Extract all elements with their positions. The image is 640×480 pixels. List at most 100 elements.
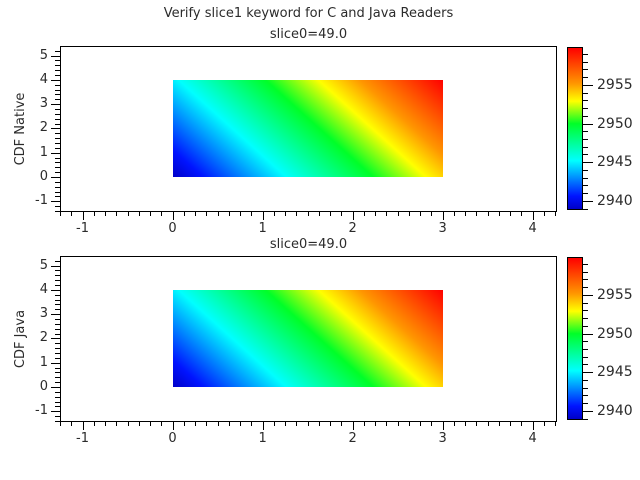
x-tick-label: 4 bbox=[528, 431, 537, 446]
colorbar bbox=[567, 47, 583, 210]
y-minor-tick bbox=[55, 118, 60, 120]
colorbar-minor-tick bbox=[583, 69, 588, 71]
x-major-tick bbox=[532, 422, 534, 430]
x-tick-label: 1 bbox=[258, 431, 267, 446]
y-minor-tick bbox=[55, 113, 60, 115]
colorbar-minor-tick bbox=[583, 146, 588, 148]
x-minor-tick bbox=[521, 422, 523, 426]
x-minor-tick bbox=[318, 212, 320, 216]
x-minor-tick bbox=[476, 212, 478, 216]
x-minor-tick bbox=[375, 422, 377, 426]
y-tick-label: 1 bbox=[39, 144, 48, 160]
x-minor-tick bbox=[183, 212, 185, 216]
colorbar-minor-tick bbox=[583, 271, 588, 273]
x-major-tick bbox=[442, 422, 444, 430]
colorbar-minor-tick bbox=[583, 138, 588, 140]
x-minor-tick bbox=[453, 212, 455, 216]
x-minor-tick bbox=[465, 212, 467, 216]
x-tick-label: 2 bbox=[348, 221, 357, 236]
x-minor-tick bbox=[555, 212, 557, 216]
colorbar-minor-tick bbox=[583, 154, 588, 156]
x-tick-label: -1 bbox=[76, 431, 89, 446]
y-minor-tick bbox=[55, 401, 60, 403]
colorbar-minor-tick bbox=[583, 325, 588, 327]
colorbar-major-tick bbox=[583, 162, 593, 164]
y-minor-tick bbox=[55, 309, 60, 311]
colorbar-minor-tick bbox=[583, 395, 588, 397]
colorbar-minor-tick bbox=[583, 77, 588, 79]
colorbar-minor-tick bbox=[583, 131, 588, 133]
x-major-tick bbox=[532, 212, 534, 220]
x-major-tick bbox=[262, 422, 264, 430]
colorbar-minor-tick bbox=[583, 403, 588, 404]
y-minor-tick bbox=[55, 172, 60, 174]
x-major-tick bbox=[172, 212, 174, 220]
y-minor-tick bbox=[55, 147, 60, 149]
y-minor-tick bbox=[55, 206, 60, 208]
x-minor-tick bbox=[307, 212, 309, 216]
y-tick-label: 1 bbox=[39, 354, 48, 370]
y-minor-tick bbox=[55, 377, 60, 379]
y-minor-tick bbox=[55, 260, 60, 262]
colorbar-major-tick bbox=[583, 333, 593, 335]
x-major-tick bbox=[352, 422, 354, 430]
y-major-tick bbox=[51, 338, 60, 340]
y-tick-label: -1 bbox=[35, 193, 48, 209]
y-minor-tick bbox=[55, 70, 60, 72]
y-minor-tick bbox=[55, 382, 60, 384]
colorbar-minor-tick bbox=[583, 100, 588, 102]
colorbar-tick-label: 2945 bbox=[597, 364, 633, 381]
x-minor-tick bbox=[217, 422, 219, 426]
y-minor-tick bbox=[55, 328, 60, 330]
y-major-tick bbox=[51, 79, 60, 81]
y-minor-tick bbox=[55, 280, 60, 282]
x-minor-tick bbox=[285, 212, 287, 216]
y-minor-tick bbox=[55, 89, 60, 91]
y-minor-tick bbox=[55, 421, 60, 422]
colorbar-minor-tick bbox=[583, 318, 588, 319]
x-tick-label: 2 bbox=[348, 431, 357, 446]
colorbar-minor-tick bbox=[583, 356, 588, 358]
colorbar-tick-label: 2945 bbox=[597, 154, 633, 171]
colorbar-minor-tick bbox=[583, 287, 588, 289]
x-minor-tick bbox=[150, 212, 151, 216]
x-minor-tick bbox=[127, 212, 129, 216]
x-minor-tick bbox=[330, 422, 332, 426]
x-minor-tick bbox=[386, 422, 388, 426]
x-minor-tick bbox=[397, 422, 399, 426]
y-minor-tick bbox=[55, 162, 60, 164]
x-minor-tick bbox=[138, 422, 140, 426]
colorbar-minor-tick bbox=[583, 264, 588, 265]
colorbar-minor-tick bbox=[583, 379, 588, 381]
colorbar-major-tick bbox=[583, 294, 593, 296]
y-minor-tick bbox=[55, 186, 60, 188]
x-minor-tick bbox=[206, 422, 208, 426]
x-minor-tick bbox=[296, 422, 298, 426]
heatmap-image bbox=[172, 79, 443, 177]
x-minor-tick bbox=[217, 212, 219, 216]
colorbar-tick-label: 2940 bbox=[597, 192, 633, 209]
y-minor-tick bbox=[55, 138, 60, 140]
y-minor-tick bbox=[55, 294, 60, 296]
x-minor-tick bbox=[273, 422, 275, 426]
colorbar-minor-tick bbox=[583, 54, 588, 55]
colorbar-major-tick bbox=[583, 372, 593, 374]
y-major-tick bbox=[51, 387, 60, 388]
x-minor-tick bbox=[307, 422, 309, 426]
y-tick-label: 3 bbox=[39, 96, 48, 112]
x-minor-tick bbox=[318, 422, 320, 426]
x-minor-tick bbox=[375, 212, 377, 216]
x-tick-label: 3 bbox=[438, 221, 447, 236]
colorbar-major-tick bbox=[583, 123, 593, 125]
y-minor-tick bbox=[55, 99, 60, 101]
y-tick-label: 2 bbox=[39, 330, 48, 346]
x-minor-tick bbox=[487, 422, 489, 426]
heatmap-image bbox=[172, 289, 443, 387]
x-minor-tick bbox=[510, 422, 512, 426]
y-minor-tick bbox=[55, 391, 60, 393]
x-minor-tick bbox=[161, 212, 163, 216]
y-tick-label: 0 bbox=[39, 169, 48, 184]
x-major-tick bbox=[172, 422, 174, 430]
x-minor-tick bbox=[521, 212, 523, 216]
colorbar-minor-tick bbox=[583, 185, 588, 187]
